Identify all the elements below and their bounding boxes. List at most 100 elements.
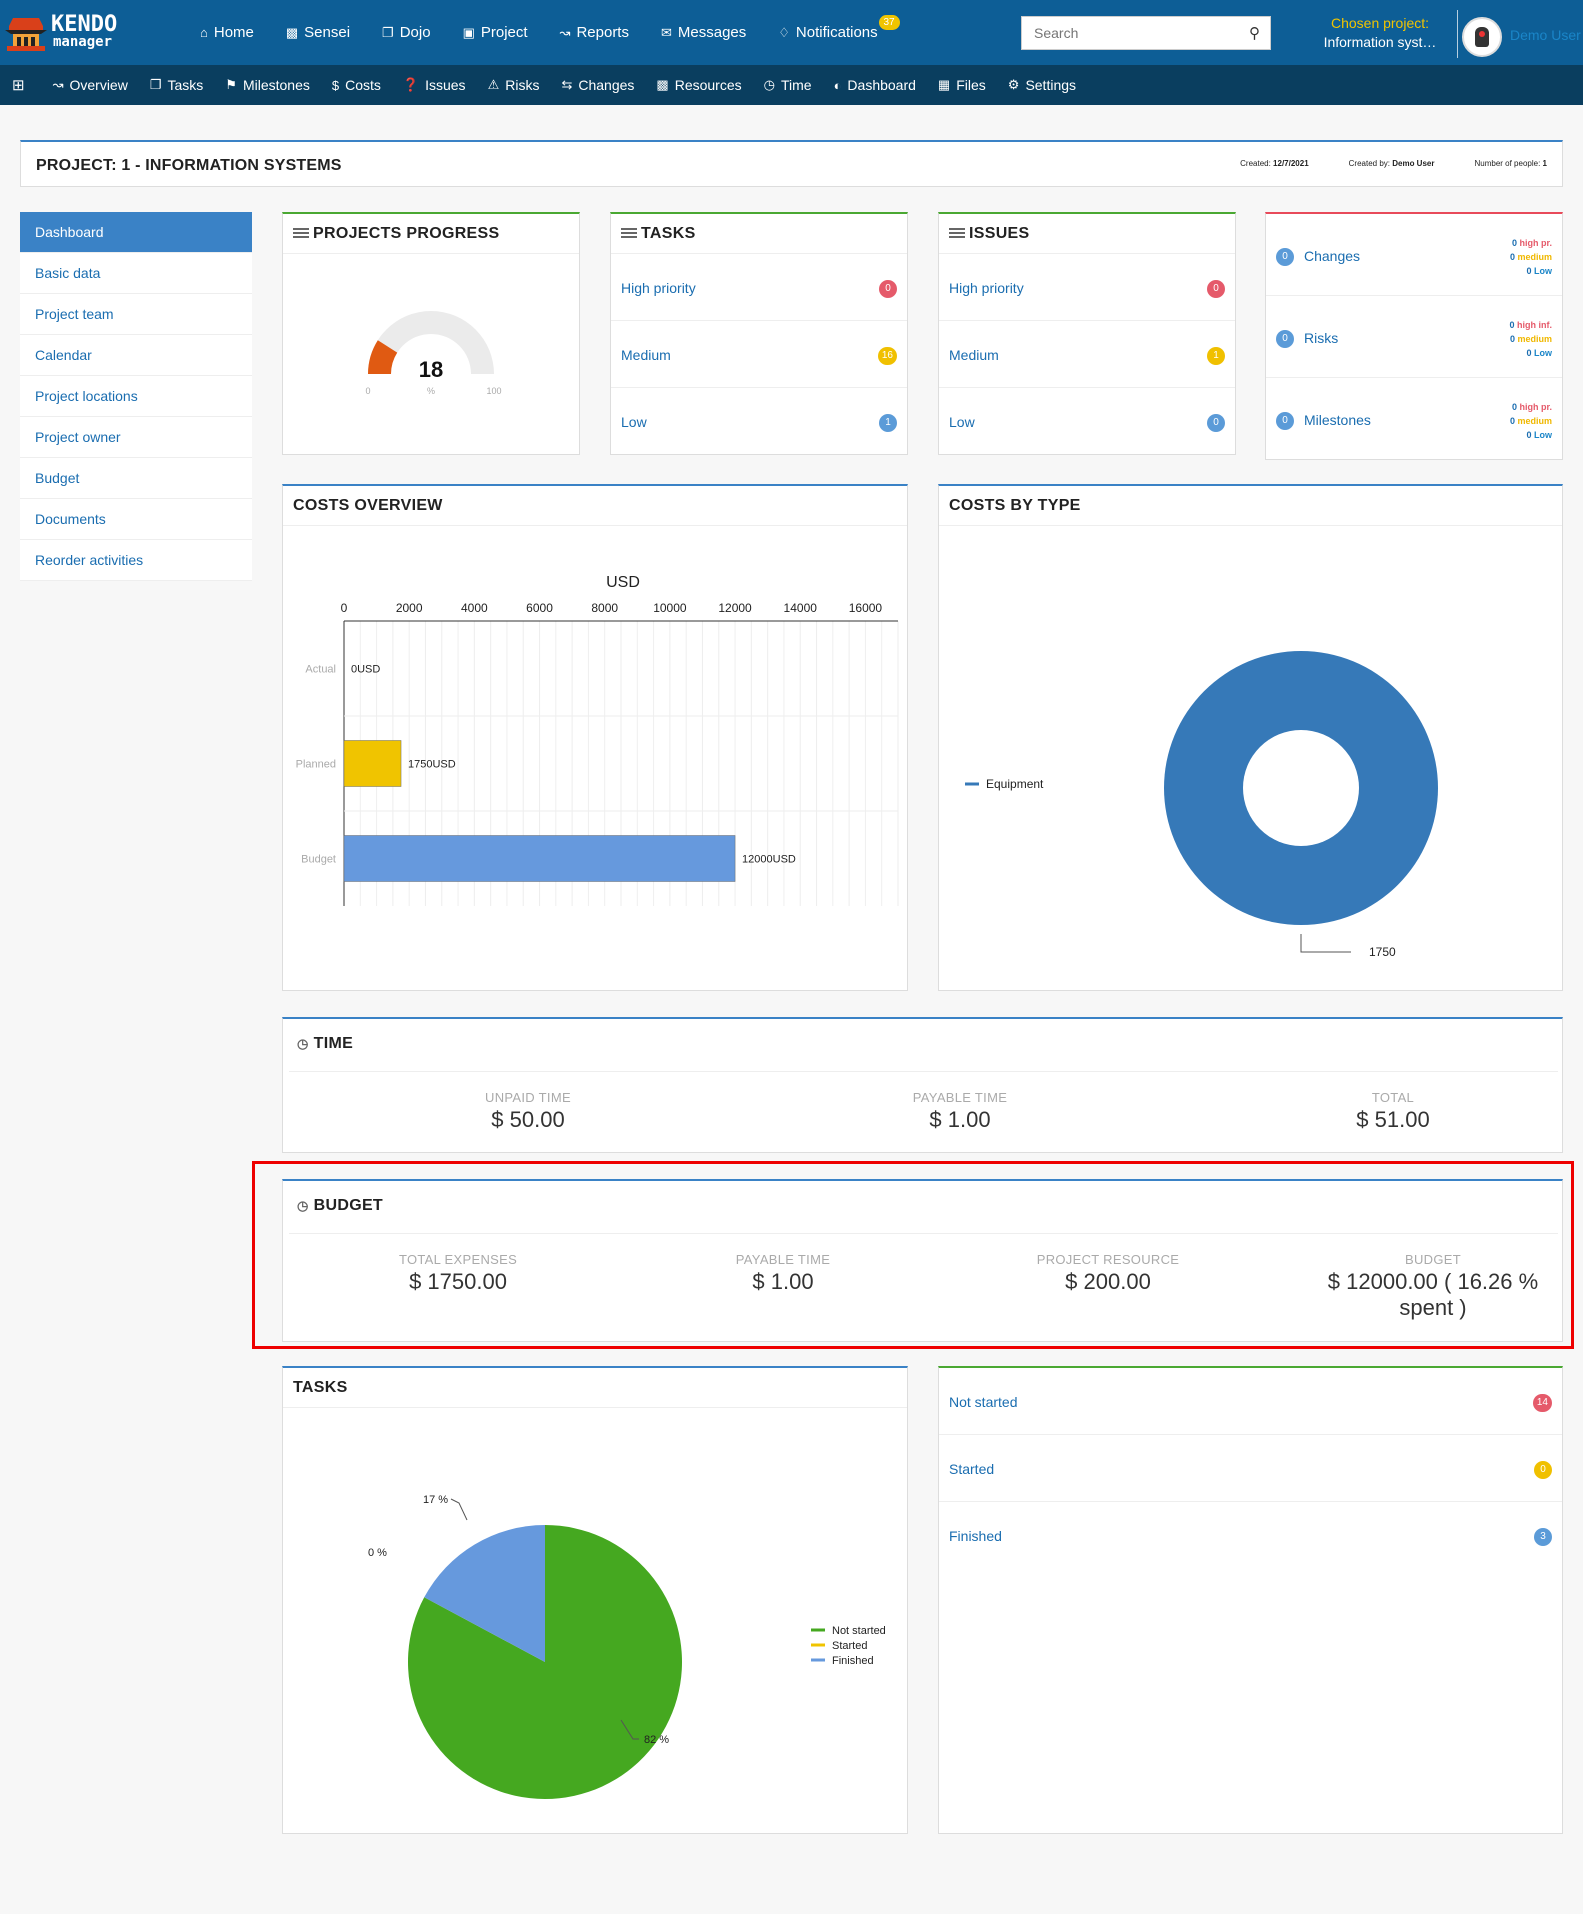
subnav-resources-label: Resources bbox=[674, 77, 742, 93]
subnav-milestones[interactable]: ⚑ Milestones bbox=[225, 77, 310, 93]
envelope-icon: ✉ bbox=[660, 24, 672, 40]
side-item-reorder-activities[interactable]: Reorder activities bbox=[20, 540, 252, 581]
subnav-dashboard[interactable]: ◐ Dashboard bbox=[834, 77, 916, 93]
subnav-risks[interactable]: ⚠ Risks bbox=[488, 77, 540, 93]
costs-overview-title: COSTS OVERVIEW bbox=[293, 496, 443, 514]
subnav-issues[interactable]: ❓ Issues bbox=[403, 77, 466, 93]
list-item-risks[interactable]: 0 Risks 0 high inf. 0 medium 0 Low bbox=[1266, 296, 1562, 378]
divider bbox=[1457, 10, 1458, 58]
list-item[interactable]: High priority 0 bbox=[939, 254, 1235, 321]
nav-messages-label: Messages bbox=[677, 24, 747, 41]
created-value: 12/7/2021 bbox=[1273, 159, 1309, 168]
subnav-resources[interactable]: ▩ Resources bbox=[656, 77, 741, 93]
severity-label: high pr. bbox=[1519, 238, 1553, 248]
nav-dojo-label: Dojo bbox=[399, 24, 431, 41]
subnav-milestones-label: Milestones bbox=[242, 77, 310, 93]
count-badge: 0 bbox=[1276, 412, 1294, 430]
list-item[interactable]: Low 0 bbox=[939, 388, 1235, 455]
list-item[interactable]: High priority 0 bbox=[611, 254, 907, 321]
side-item-project-locations[interactable]: Project locations bbox=[20, 376, 252, 417]
cogs-icon: ⚙ bbox=[1007, 77, 1020, 92]
nav-project[interactable]: ▣ Project bbox=[463, 24, 528, 41]
subnav-files[interactable]: ▦ Files bbox=[938, 77, 986, 93]
user-avatar[interactable] bbox=[1462, 17, 1502, 57]
severity-count: 0 bbox=[1511, 402, 1517, 412]
subnav-settings[interactable]: ⚙ Settings bbox=[1008, 77, 1076, 93]
briefcase-icon: ▩ bbox=[285, 24, 299, 40]
x-tick-label: 0 bbox=[341, 601, 348, 615]
created-by-label: Created by: bbox=[1348, 159, 1390, 168]
user-name[interactable]: Demo User bbox=[1510, 27, 1581, 43]
subnav-tasks[interactable]: ❐ Tasks bbox=[150, 77, 203, 93]
clock-icon: ◷ bbox=[763, 77, 775, 92]
subnav-time[interactable]: ◷ Time bbox=[764, 77, 812, 93]
search-input[interactable] bbox=[1022, 17, 1222, 49]
pie-slice[interactable] bbox=[424, 1525, 545, 1662]
tasks-chart-panel: TASKS 17 % 0 % 82 % Not started Started Fi… bbox=[282, 1366, 908, 1834]
data-label-not-started: 82 % bbox=[644, 1734, 669, 1746]
list-icon bbox=[293, 228, 309, 239]
side-item-calendar[interactable]: Calendar bbox=[20, 335, 252, 376]
status-not-started-label: Not started bbox=[949, 1394, 1018, 1410]
progress-title: PROJECTS PROGRESS bbox=[313, 224, 500, 242]
list-item[interactable]: Not started 14 bbox=[939, 1368, 1562, 1435]
time-header: ◷ TIME bbox=[287, 1019, 1562, 1069]
gauge-fill bbox=[368, 340, 398, 374]
logo-text-kendo: KENDO bbox=[51, 12, 118, 37]
subnav-costs[interactable]: $ Costs bbox=[332, 77, 381, 93]
budget-title: BUDGET bbox=[313, 1197, 384, 1214]
document-icon: ▣ bbox=[462, 24, 475, 40]
severity-label: high pr. bbox=[1519, 402, 1553, 412]
nav-reports[interactable]: ↝ Reports bbox=[560, 24, 629, 41]
side-item-documents[interactable]: Documents bbox=[20, 499, 252, 540]
side-item-budget[interactable]: Budget bbox=[20, 458, 252, 499]
list-item[interactable]: Finished 3 bbox=[939, 1502, 1562, 1569]
list-item[interactable]: Started 0 bbox=[939, 1435, 1562, 1502]
project-header: PROJECT: 1 - INFORMATION SYSTEMS Created… bbox=[20, 140, 1563, 187]
add-button[interactable]: ⊞ bbox=[12, 76, 31, 94]
list-icon bbox=[621, 228, 637, 239]
stat-payable-time: PAYABLE TIME $ 1.00 bbox=[795, 1090, 1125, 1133]
issue-high-label: High priority bbox=[949, 280, 1024, 296]
nav-dojo[interactable]: ❐ Dojo bbox=[382, 24, 431, 41]
list-item[interactable]: Low 1 bbox=[611, 388, 907, 455]
exchange-icon: ⇆ bbox=[561, 77, 573, 92]
changes-risks-milestones-panel: 0 Changes 0 high pr. 0 medium 0 Low 0 Ri… bbox=[1265, 212, 1563, 460]
severity-count: 0 bbox=[1509, 252, 1515, 262]
list-item-changes[interactable]: 0 Changes 0 high pr. 0 medium 0 Low bbox=[1266, 214, 1562, 296]
issue-medium-label: Medium bbox=[949, 347, 999, 363]
bar[interactable] bbox=[343, 835, 736, 882]
subnav-overview[interactable]: ↝ Overview bbox=[53, 77, 128, 93]
data-label: 0USD bbox=[351, 664, 380, 676]
severity-count: 0 bbox=[1526, 266, 1532, 276]
list-item[interactable]: Medium 16 bbox=[611, 321, 907, 388]
task-medium-label: Medium bbox=[621, 347, 671, 363]
stat-total-time: TOTAL $ 51.00 bbox=[1228, 1090, 1558, 1133]
bar[interactable] bbox=[343, 740, 402, 787]
data-label-finished: 17 % bbox=[423, 1494, 448, 1506]
side-item-basic-data[interactable]: Basic data bbox=[20, 253, 252, 294]
suitcase-icon: ▩ bbox=[656, 77, 669, 92]
kendo-logo[interactable]: KENDO manager bbox=[5, 10, 120, 54]
nav-sensei[interactable]: ▩ Sensei bbox=[286, 24, 350, 41]
stat-label: PAYABLE TIME bbox=[735, 1252, 831, 1267]
x-tick-label: 14000 bbox=[784, 601, 818, 615]
tasks-pie-chart: 17 % 0 % 82 % Not started Started Finished bbox=[368, 1494, 886, 1799]
side-item-dashboard[interactable]: Dashboard bbox=[20, 212, 252, 253]
x-tick-label: 12000 bbox=[718, 601, 752, 615]
side-item-project-owner[interactable]: Project owner bbox=[20, 417, 252, 458]
severity-count: 0 bbox=[1509, 416, 1515, 426]
search-icon[interactable]: ⚲ bbox=[1249, 25, 1260, 42]
nav-messages[interactable]: ✉ Messages bbox=[661, 24, 746, 41]
side-item-project-team[interactable]: Project team bbox=[20, 294, 252, 335]
nav-notifications[interactable]: ♢ Notifications 37 bbox=[778, 15, 900, 41]
count-badge: 0 bbox=[1276, 330, 1294, 348]
list-item-milestones[interactable]: 0 Milestones 0 high pr. 0 medium 0 Low bbox=[1266, 378, 1562, 460]
list-item[interactable]: Medium 1 bbox=[939, 321, 1235, 388]
legend-label: Started bbox=[832, 1640, 867, 1652]
subnav-changes[interactable]: ⇆ Changes bbox=[561, 77, 634, 93]
chosen-project[interactable]: Chosen project: Information syst… bbox=[1305, 15, 1455, 50]
nav-home[interactable]: ⌂ Home bbox=[200, 24, 254, 41]
severity-label: Low bbox=[1534, 348, 1552, 358]
severity-count: 0 bbox=[1526, 348, 1532, 358]
